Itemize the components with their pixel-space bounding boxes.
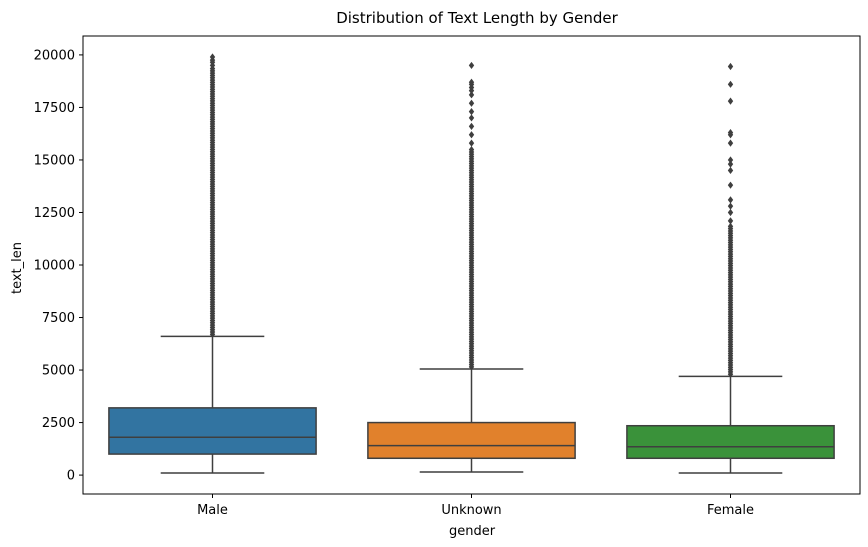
y-tick-label: 10000 xyxy=(34,259,75,274)
outlier-point xyxy=(727,80,734,88)
x-tick-label: Male xyxy=(197,503,228,518)
outlier-point xyxy=(727,97,734,105)
y-axis: 0 2500 5000 7500 10000 12500 15000 17500 20000 xyxy=(34,48,83,484)
outlier-point xyxy=(468,61,475,70)
outlier-point xyxy=(727,156,734,164)
boxes-layer xyxy=(108,53,835,474)
outlier-point xyxy=(727,181,734,189)
y-tick-label: 7500 xyxy=(42,311,75,326)
outlier-point xyxy=(727,208,734,217)
iqr-box xyxy=(626,424,835,460)
outlier-point xyxy=(468,131,475,139)
y-tick-label: 2500 xyxy=(42,416,75,431)
box-male xyxy=(108,53,317,474)
outlier-point xyxy=(727,129,734,137)
outlier-point xyxy=(727,202,734,210)
outlier-point xyxy=(468,114,475,122)
x-axis: Male Unknown Female xyxy=(197,494,754,518)
y-tick-label: 17500 xyxy=(34,101,75,116)
x-tick-label: Female xyxy=(707,503,754,518)
outlier-point xyxy=(209,53,216,61)
outlier-point xyxy=(468,99,475,107)
outlier-point xyxy=(727,166,734,175)
x-axis-label: gender xyxy=(449,524,496,539)
outlier-point xyxy=(727,62,734,71)
outlier-point xyxy=(468,108,475,116)
outlier-point xyxy=(468,122,475,130)
y-tick-label: 15000 xyxy=(34,153,75,168)
outlier-point xyxy=(727,160,734,168)
outlier-point xyxy=(468,78,475,86)
outlier-point xyxy=(727,222,734,230)
y-tick-label: 12500 xyxy=(34,206,75,221)
iqr-box xyxy=(367,421,576,460)
outlier-point xyxy=(468,91,475,99)
outlier-point xyxy=(727,217,734,225)
x-tick-label: Unknown xyxy=(441,503,501,518)
y-axis-label: text_len xyxy=(10,242,25,294)
y-tick-label: 0 xyxy=(67,469,75,484)
y-tick-label: 20000 xyxy=(34,48,75,63)
chart-title: Distribution of Text Length by Gender xyxy=(336,9,618,27)
outlier-point xyxy=(727,139,734,147)
y-tick-label: 5000 xyxy=(42,364,75,379)
outlier-point xyxy=(468,139,475,147)
box-unknown xyxy=(367,61,576,473)
iqr-box xyxy=(108,407,317,455)
box-female xyxy=(626,62,835,474)
outlier-point xyxy=(727,196,734,204)
outlier-point xyxy=(468,146,475,154)
